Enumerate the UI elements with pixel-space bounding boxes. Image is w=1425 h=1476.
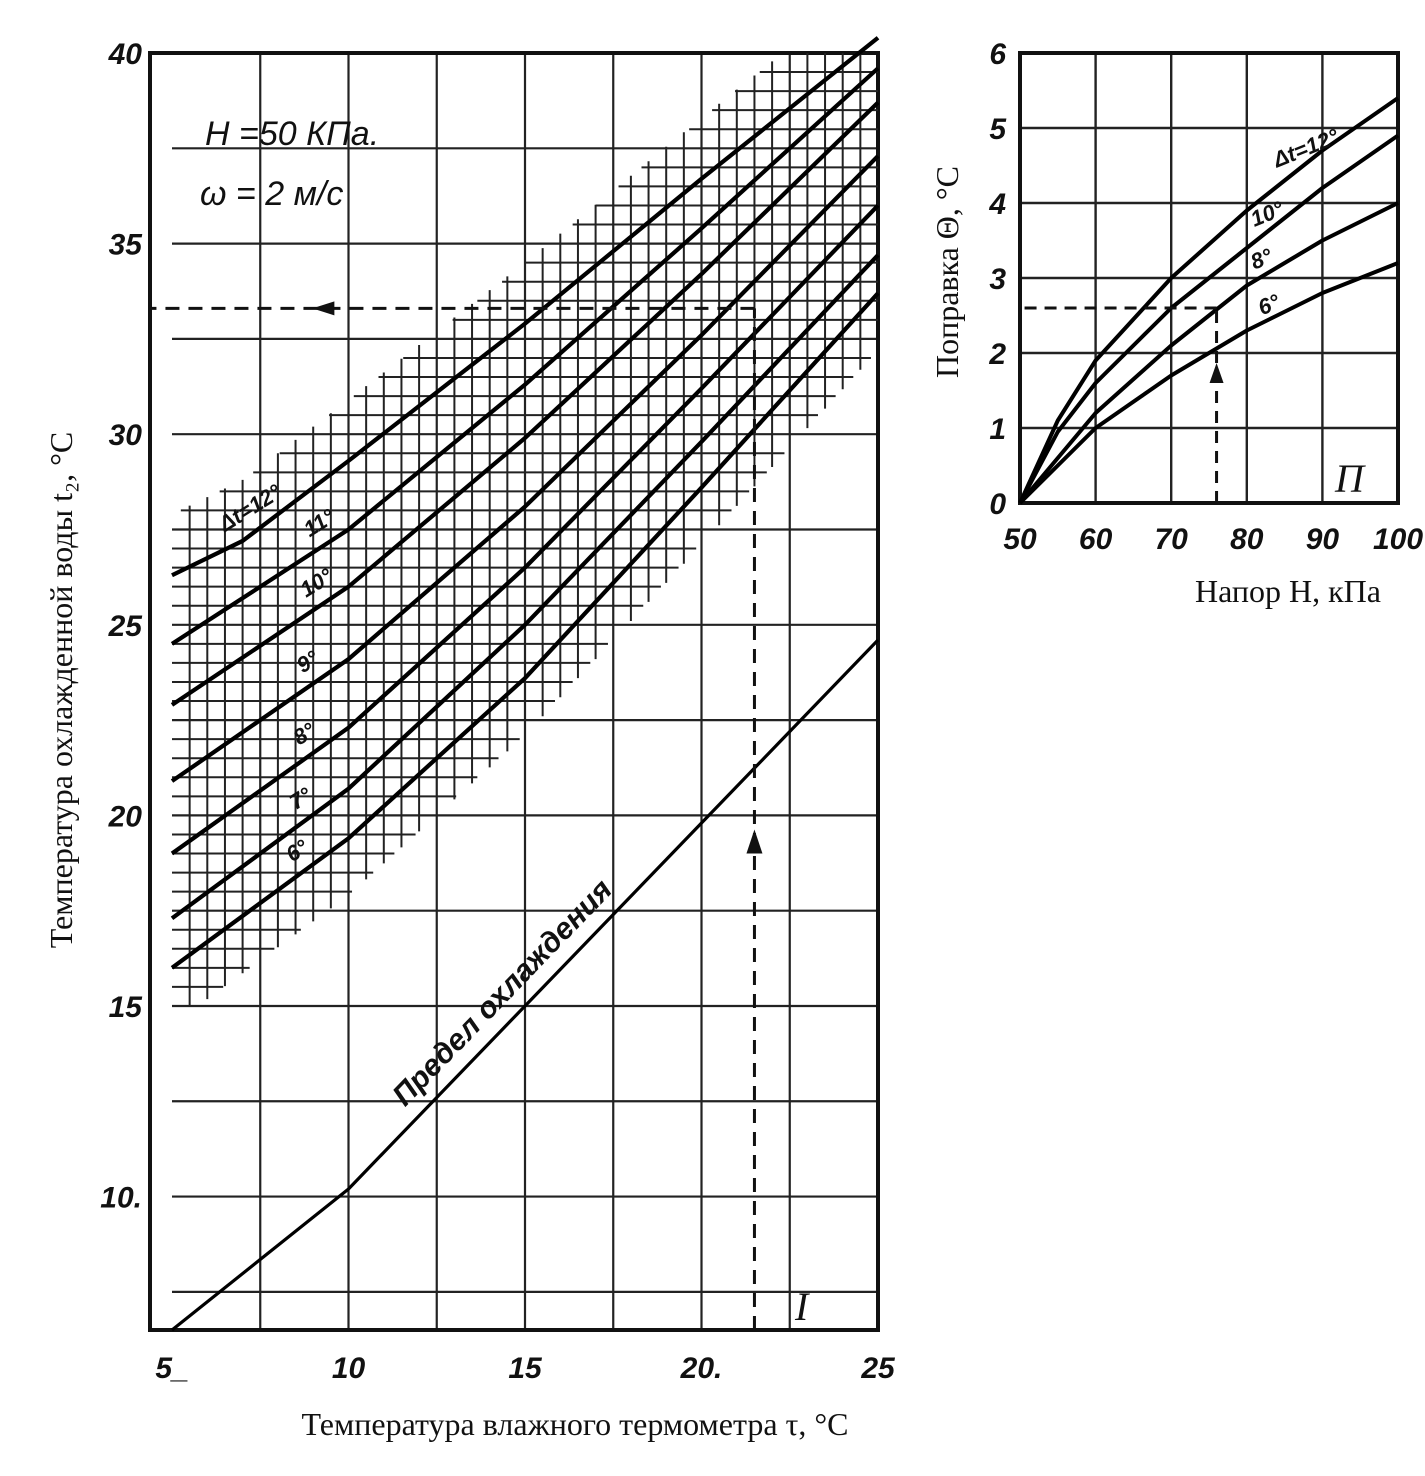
series-10-curve (170, 101, 880, 707)
panel-i-label: I (794, 1284, 810, 1329)
series-label-6: 6° (281, 834, 312, 866)
panel-ii-series-6-curve (1018, 261, 1399, 505)
panel-i-guides (150, 301, 763, 1330)
panel-ii-y-axis-title: Поправка Θ, °C (929, 166, 965, 378)
series-label-9: 9° (292, 645, 323, 677)
panel-i-y-tick-label: 10. (100, 1182, 142, 1215)
speed-note: ω = 2 м/с (200, 175, 343, 213)
panel-ii-x-axis-title: Напор Н, кПа (1195, 573, 1381, 609)
panel-ii-x-tick-label: 80 (1230, 523, 1264, 556)
series-8-curve (170, 204, 880, 856)
panel-i-arrow-up (746, 829, 763, 854)
panel-ii-y-tick-label: 1 (989, 413, 1006, 446)
panel-i-grid (148, 51, 880, 1332)
panel-ii-series-label-10: 10° (1247, 196, 1287, 232)
series-11-curve (170, 66, 880, 646)
pressure-note: H =50 КПа. (205, 115, 379, 153)
panel-ii-x-tick-label: 50 (1003, 523, 1037, 556)
panel-ii-x-tick-label: 60 (1079, 523, 1113, 556)
panel-ii-label: П (1334, 456, 1366, 501)
panel-i-y-axis-title: Температура охлажденной воды t₂, °C (43, 432, 79, 949)
panel-ii-ticks: 50 60 70 80 90 100 0 1 2 3 4 5 6 (988, 38, 1423, 556)
panel-i-x-tick-label: 20. (680, 1352, 723, 1385)
series-6-curve (170, 291, 880, 970)
panel-ii-series-8-curve (1018, 201, 1399, 505)
series-label-8: 8° (288, 718, 319, 750)
panel-ii-y-tick-label: 6 (989, 38, 1006, 71)
panel-i-y-tick-label: 40 (108, 38, 143, 71)
series-t12-curve (171, 36, 880, 578)
series-7-curve (170, 253, 880, 921)
panel-ii-frame (1018, 51, 1400, 505)
panel-ii-y-tick-label: 5 (989, 113, 1007, 146)
panel-i-y-tick-label: 15 (109, 991, 144, 1024)
panel-ii-y-tick-label: 4 (988, 188, 1006, 221)
panel-i-y-tick-label: 20 (108, 800, 143, 833)
panel-ii-x-tick-label: 90 (1306, 523, 1340, 556)
panel-ii-x-tick-label: 100 (1373, 523, 1423, 556)
panel-i-x-tick-label: 15 (508, 1352, 543, 1385)
panel-ii-x-tick-label: 70 (1155, 523, 1189, 556)
series-label-7: 7° (285, 782, 316, 814)
panel-i-y-tick-label: 25 (108, 610, 144, 643)
panel-ii-series-10-curve (1018, 133, 1400, 504)
panel-ii-series-t12-curve (1018, 96, 1400, 504)
panel-i-x-tick-label: 25 (860, 1352, 896, 1385)
panel-i-y-tick-label: 35 (109, 229, 144, 262)
panel-i-ticks: 5_ 10 15 20. 25 10. 15 20 25 30 35 40 (100, 38, 896, 1385)
panel-ii-series (1018, 96, 1400, 505)
panel-i-arrow-left (312, 301, 335, 316)
panel-ii-y-tick-label: 2 (988, 338, 1006, 371)
panel-i-x-axis-title: Температура влажного термометра τ, °C (301, 1406, 848, 1442)
panel-ii-arrow-up (1209, 363, 1224, 383)
panel-i-x-tick-label: 5_ (155, 1352, 188, 1385)
series-label-11: 11° (299, 504, 339, 542)
panel-i-series (170, 36, 880, 1332)
panel-i-y-tick-label: 30 (109, 419, 143, 452)
panel-i-frame (148, 51, 880, 1332)
cooling-limit-label: Предел охлаждения (386, 873, 619, 1112)
panel-ii-guides (1020, 306, 1224, 503)
panel-ii-y-tick-label: 0 (989, 488, 1006, 521)
panel-ii-y-tick-label: 3 (989, 263, 1006, 296)
series-limit-curve (171, 638, 880, 1332)
series-9-curve (170, 154, 880, 783)
panel-i-x-tick-label: 10 (332, 1352, 366, 1385)
